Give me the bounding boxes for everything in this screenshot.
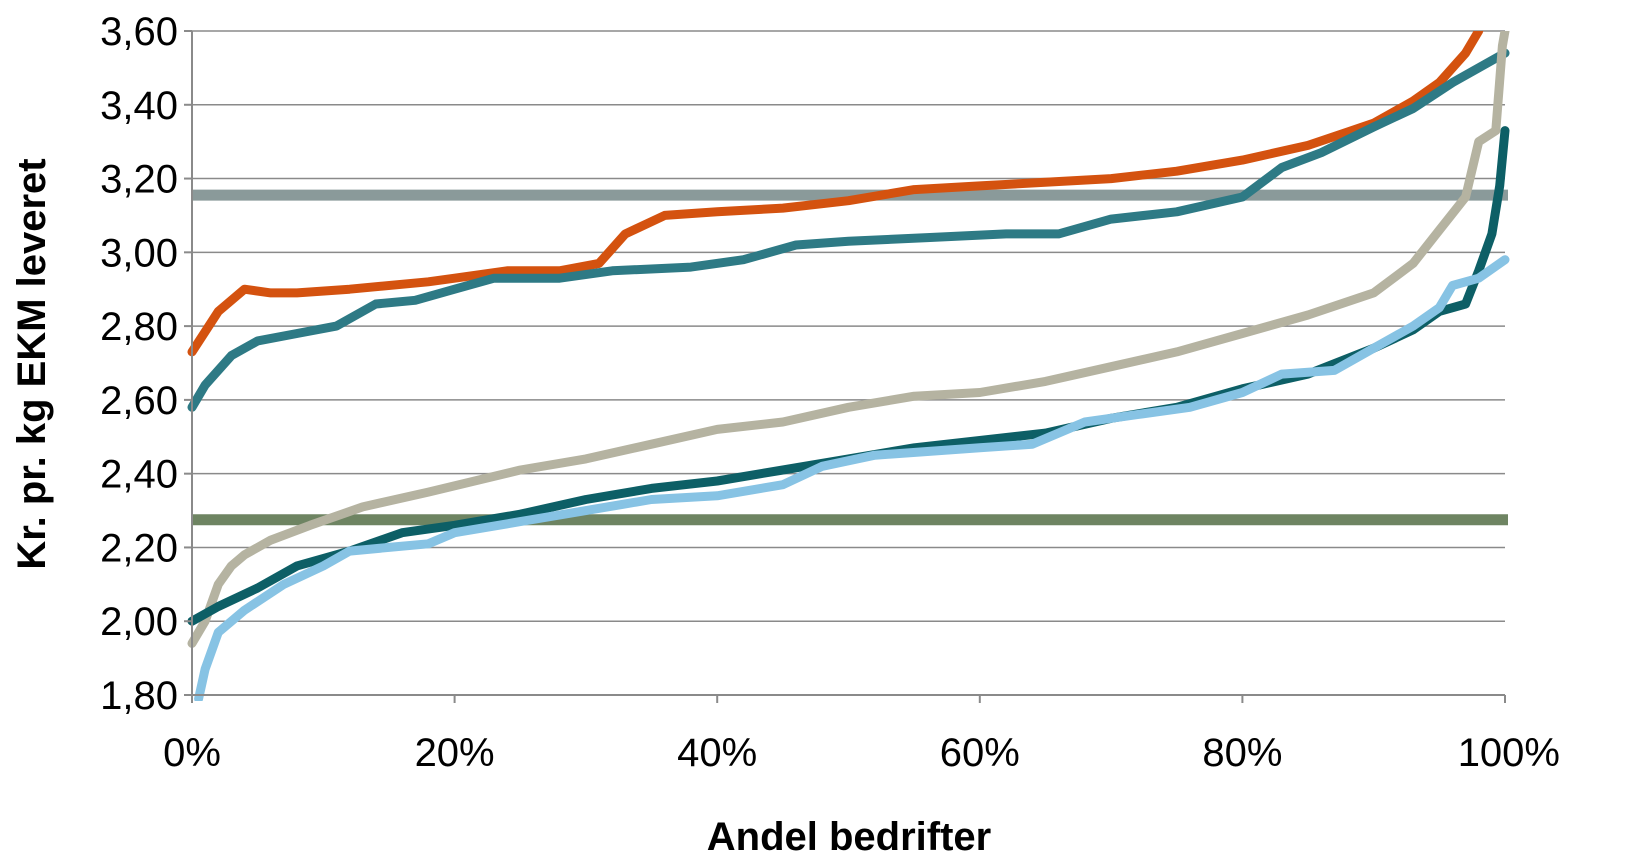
y-tick-label: 3,00 bbox=[100, 231, 178, 275]
series-line bbox=[187, 31, 1484, 357]
x-tick-label: 20% bbox=[415, 731, 495, 775]
series-line bbox=[187, 31, 1510, 648]
y-tick-label: 2,80 bbox=[100, 305, 178, 349]
x-tick-label: 0% bbox=[163, 731, 221, 775]
series-line bbox=[194, 255, 1510, 701]
y-axis-title: Kr. pr. kg EKM leveret bbox=[10, 158, 54, 569]
y-tick-label: 2,20 bbox=[100, 526, 178, 570]
y-tick-label: 2,00 bbox=[100, 600, 178, 644]
x-tick-label: 100% bbox=[1458, 731, 1560, 775]
x-axis-title: Andel bedrifter bbox=[707, 815, 991, 859]
grid-lines bbox=[192, 30, 1505, 696]
y-tick-label: 1,80 bbox=[100, 674, 178, 718]
y-tick-label: 2,60 bbox=[100, 379, 178, 423]
x-tick-labels: 0% 20% 40% 60% 80% 100% bbox=[163, 731, 1560, 775]
x-tick-label: 80% bbox=[1202, 731, 1282, 775]
y-tick-label: 2,40 bbox=[100, 453, 178, 497]
y-tick-label: 3,40 bbox=[100, 84, 178, 128]
x-tick-label: 60% bbox=[940, 731, 1020, 775]
series-line bbox=[187, 48, 1510, 412]
x-tick-label: 40% bbox=[677, 731, 757, 775]
y-tick-label: 3,60 bbox=[100, 10, 178, 54]
y-tick-labels: 1,80 2,00 2,20 2,40 2,60 2,80 3,00 3,20 3,40 3,60 bbox=[100, 10, 178, 718]
reference-lines bbox=[192, 189, 1508, 526]
series-lines bbox=[187, 31, 1510, 701]
series-line bbox=[187, 126, 1510, 626]
axes bbox=[184, 30, 1506, 703]
y-tick-label: 3,20 bbox=[100, 158, 178, 202]
